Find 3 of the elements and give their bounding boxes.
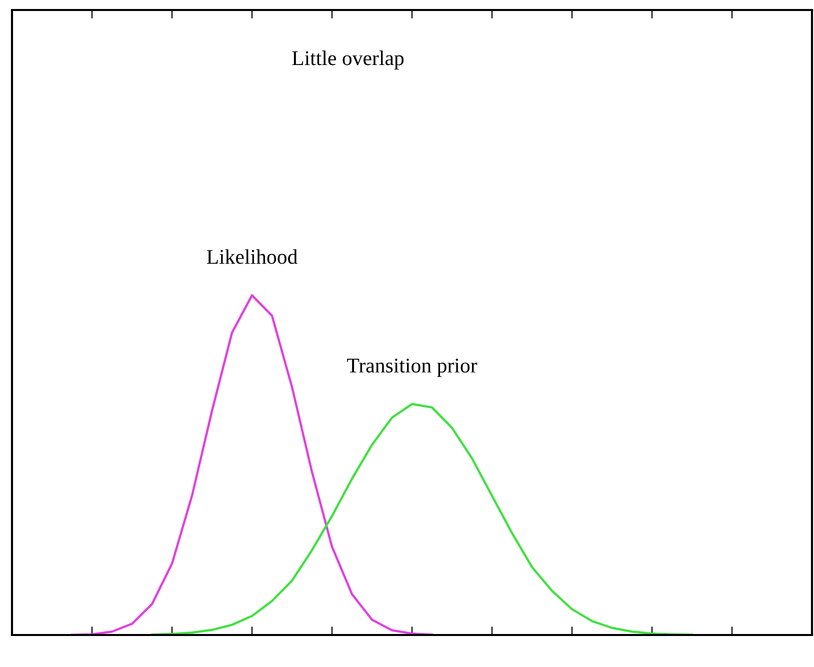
series-label: Transition prior (347, 358, 478, 377)
text: Little overlap (292, 50, 404, 70)
series-label: Likelihood (206, 249, 298, 264)
